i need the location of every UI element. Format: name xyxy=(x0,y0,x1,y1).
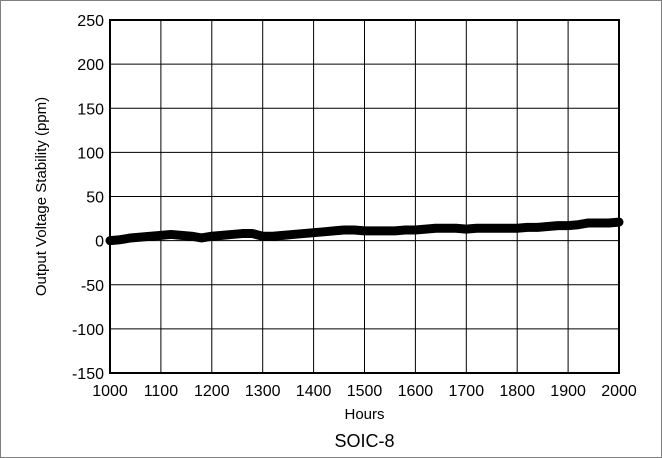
y-tick-label: 200 xyxy=(77,57,104,74)
y-tick-label: 250 xyxy=(77,13,104,30)
y-tick-label: -100 xyxy=(72,322,104,339)
y-axis-label: Output Voltage Stability (ppm) xyxy=(33,97,50,296)
series-layer xyxy=(105,217,624,246)
y-tick-label: 0 xyxy=(95,234,104,251)
x-tick-label: 1200 xyxy=(194,383,230,400)
x-tick-label: 1900 xyxy=(550,383,586,400)
y-tick-labels: -150 -100 -50 0 50 100 150 200 250 xyxy=(72,13,104,383)
y-tick-label: 100 xyxy=(77,145,104,162)
x-tick-label: 2000 xyxy=(601,383,637,400)
plot-area xyxy=(109,19,620,374)
y-tick-label: 150 xyxy=(77,101,104,118)
x-tick-label: 1600 xyxy=(398,383,434,400)
chart-caption: SOIC-8 xyxy=(334,431,394,451)
x-axis-label: Hours xyxy=(344,406,384,423)
y-tick-label: 50 xyxy=(86,190,104,207)
grid-lines xyxy=(110,20,619,373)
x-tick-label: 1100 xyxy=(144,383,179,400)
x-tick-label: 1500 xyxy=(347,383,383,400)
x-tick-label: 1400 xyxy=(296,383,332,400)
series-line-0 xyxy=(105,217,624,246)
y-tick-label: -150 xyxy=(72,366,104,383)
y-tick-label: -50 xyxy=(81,278,104,295)
x-tick-labels: 1000 1100 1200 1300 1400 1500 1600 1700 1800 1900… xyxy=(92,383,637,400)
x-tick-label: 1800 xyxy=(499,383,535,400)
x-tick-label: 1700 xyxy=(449,383,485,400)
x-tick-label: 1000 xyxy=(92,383,128,400)
x-tick-label: 1300 xyxy=(245,383,281,400)
